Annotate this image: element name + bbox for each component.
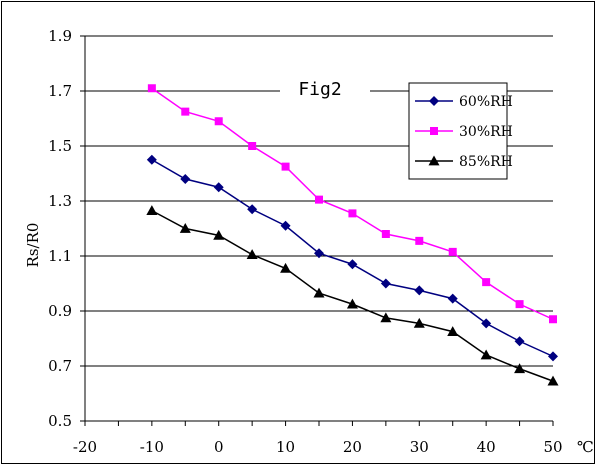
y-tick-label: 0.7 <box>48 357 72 375</box>
y-tick-labels: 0.5 0.7 0.9 1.1 1.3 1.5 1.7 1.9 <box>48 27 72 430</box>
data-point-triangle <box>346 298 358 309</box>
x-tick-label: 20 <box>343 438 362 456</box>
y-tick-label: 0.9 <box>48 302 72 320</box>
data-point-diamond <box>314 248 324 259</box>
data-point-diamond <box>548 351 558 362</box>
data-point-square <box>482 278 491 287</box>
y-axis-label: Rs/R0 <box>24 223 42 268</box>
data-point-triangle <box>413 317 425 328</box>
data-point-triangle <box>428 155 440 166</box>
data-point-square <box>415 236 424 245</box>
data-point-diamond <box>447 293 458 304</box>
data-point-triangle <box>179 223 191 233</box>
x-tick-label: 10 <box>276 438 295 456</box>
data-point-diamond <box>347 259 358 270</box>
data-point-triangle <box>313 287 325 298</box>
x-tick-label: 0 <box>214 438 224 456</box>
x-tick-label: -20 <box>73 438 97 456</box>
data-point-square <box>281 162 290 171</box>
data-point-diamond <box>280 220 291 231</box>
axes <box>80 35 554 426</box>
y-tick-label: 1.1 <box>48 247 72 265</box>
data-point-diamond <box>180 174 191 184</box>
data-point-triangle <box>447 326 459 337</box>
data-point-square <box>381 230 390 238</box>
data-point-diamond <box>146 154 157 165</box>
y-tick-label: 1.5 <box>48 137 72 155</box>
data-point-square <box>214 117 223 126</box>
y-tick-label: 1.3 <box>48 192 72 210</box>
data-point-diamond <box>429 96 439 106</box>
legend-label: 85%RH <box>459 154 513 170</box>
x-axis-unit-label: ℃ <box>577 438 594 456</box>
x-tick-label: 40 <box>477 438 496 456</box>
legend-label: 30%RH <box>459 124 513 140</box>
legend: 60%RH 30%RH 85%RH <box>408 82 513 180</box>
data-point-diamond <box>481 318 492 329</box>
data-point-square <box>315 195 323 204</box>
series-line <box>151 159 554 358</box>
legend-label: 60%RH <box>459 94 513 110</box>
x-tick-label: 50 <box>543 438 562 456</box>
series-group <box>146 84 559 386</box>
y-tick-label: 1.7 <box>48 82 72 100</box>
series-60pctrh <box>146 154 558 362</box>
x-tick-label: 30 <box>410 438 429 456</box>
x-tick-label: -10 <box>140 438 164 456</box>
data-point-diamond <box>380 278 391 289</box>
data-point-square <box>147 84 156 93</box>
chart-title: Fig2 <box>298 79 341 100</box>
series-85pctrh <box>146 205 559 386</box>
data-point-square <box>515 300 524 309</box>
data-point-triangle <box>480 349 492 360</box>
data-point-triangle <box>246 249 258 260</box>
data-point-triangle <box>514 363 526 374</box>
data-point-diamond <box>247 204 258 215</box>
data-point-square <box>448 247 457 256</box>
data-point-triangle <box>146 205 158 216</box>
series-30pctrh <box>147 84 557 324</box>
data-point-square <box>549 315 557 324</box>
data-point-triangle <box>213 229 225 240</box>
y-tick-label: 1.9 <box>48 27 72 45</box>
data-point-triangle <box>280 262 292 273</box>
data-point-diamond <box>514 336 525 347</box>
data-point-diamond <box>213 182 224 193</box>
series-line <box>151 209 554 382</box>
x-tick-labels: -20 -10 0 10 20 30 40 50 <box>73 438 563 456</box>
y-tick-label: 0.5 <box>48 412 72 430</box>
data-point-square <box>181 107 190 116</box>
data-point-square <box>248 142 257 150</box>
data-point-triangle <box>547 375 559 386</box>
title-background <box>280 74 370 104</box>
data-point-diamond <box>414 285 425 296</box>
data-point-square <box>430 127 438 135</box>
data-point-square <box>348 209 357 218</box>
data-point-triangle <box>380 312 392 323</box>
